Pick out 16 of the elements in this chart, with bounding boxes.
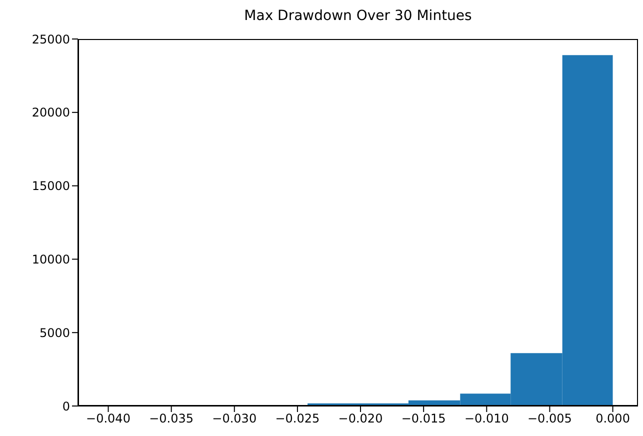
y-tick-label: 5000 xyxy=(39,326,70,340)
x-tick-label: −0.030 xyxy=(212,412,257,426)
x-tick-label: −0.015 xyxy=(401,412,446,426)
y-tick-label: 20000 xyxy=(32,106,70,120)
x-tick-label: −0.035 xyxy=(149,412,194,426)
x-tick-label: 0.000 xyxy=(596,412,630,426)
x-tick-label: −0.020 xyxy=(338,412,383,426)
chart-title: Max Drawdown Over 30 Mintues xyxy=(243,8,473,24)
x-tick-label: −0.010 xyxy=(464,412,509,426)
y-tick-label: 15000 xyxy=(32,179,70,194)
y-tick-label: 10000 xyxy=(32,252,70,266)
y-tick-label: 0 xyxy=(62,399,70,414)
x-tick-label: −0.025 xyxy=(275,412,320,426)
x-tick-label: −0.040 xyxy=(86,412,130,426)
x-tick-label: −0.005 xyxy=(528,412,572,426)
y-tick-label: 25000 xyxy=(32,32,70,46)
